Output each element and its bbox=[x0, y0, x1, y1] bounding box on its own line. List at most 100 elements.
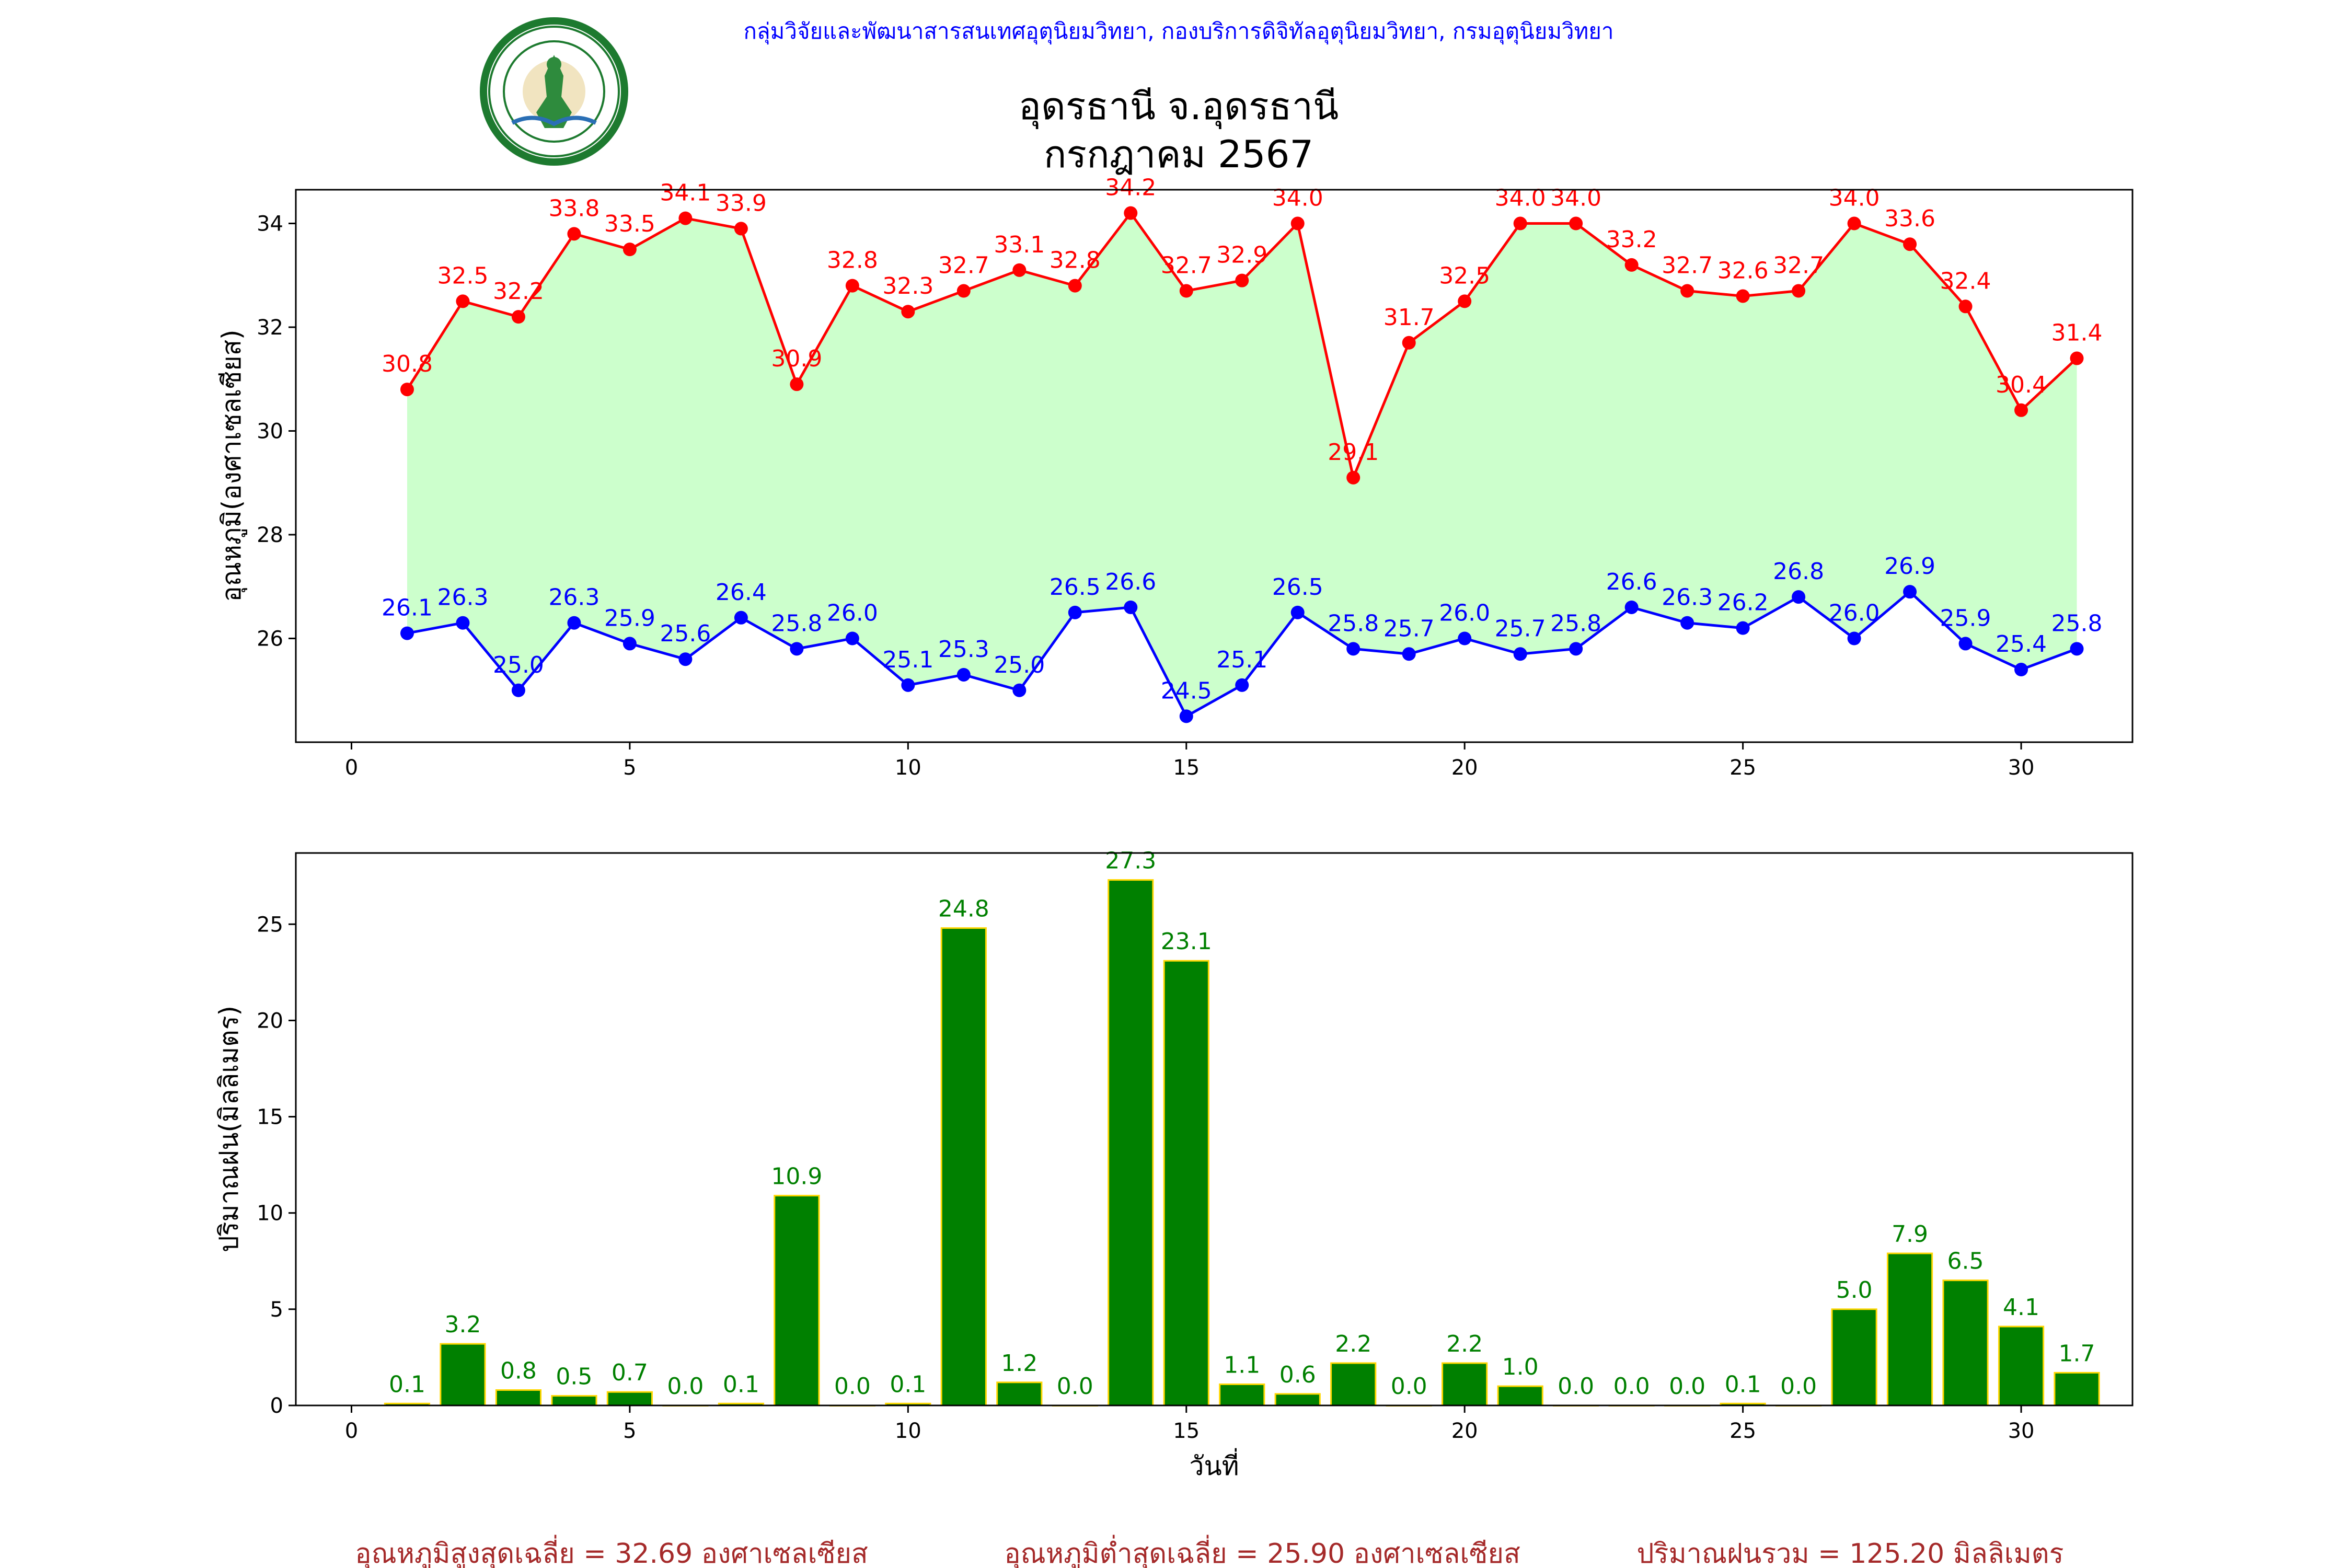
min-temperature-point bbox=[511, 683, 525, 697]
max-temperature-point bbox=[1847, 216, 1861, 230]
max-temperature-point bbox=[1124, 206, 1138, 220]
rainfall-y-tick-label: 15 bbox=[257, 1105, 283, 1129]
max-temperature-value-label: 30.8 bbox=[382, 351, 433, 377]
min-temperature-value-label: 25.8 bbox=[1328, 610, 1379, 637]
rainfall-value-label: 7.9 bbox=[1892, 1221, 1928, 1248]
max-temperature-point bbox=[2070, 351, 2084, 365]
min-temperature-value-label: 26.3 bbox=[1662, 584, 1713, 611]
rainfall-y-axis-label: ปริมาณฝน(มิลลิเมตร) bbox=[214, 1006, 244, 1252]
min-temperature-point bbox=[1958, 637, 1973, 651]
rainfall-x-tick-label: 5 bbox=[623, 1419, 636, 1443]
max-temperature-point bbox=[1235, 273, 1249, 287]
min-temperature-point bbox=[790, 642, 804, 656]
min-temperature-value-label: 25.3 bbox=[938, 636, 989, 663]
max-temperature-value-label: 32.5 bbox=[1439, 262, 1490, 289]
min-temperature-value-label: 26.9 bbox=[1884, 553, 1935, 580]
min-temperature-point bbox=[1179, 709, 1193, 723]
min-temperature-point bbox=[400, 626, 414, 640]
max-temperature-point bbox=[1792, 284, 1806, 298]
rainfall-value-label: 0.1 bbox=[723, 1371, 759, 1398]
max-temperature-value-label: 34.1 bbox=[660, 180, 711, 206]
temperature-range-fill bbox=[407, 213, 2077, 717]
min-temperature-point bbox=[1402, 647, 1416, 661]
max-temperature-point bbox=[1569, 216, 1583, 230]
temperature-y-tick-label: 28 bbox=[257, 523, 283, 547]
max-temperature-point bbox=[1958, 299, 1973, 314]
rainfall-bar bbox=[551, 1395, 597, 1406]
rainfall-value-label: 3.2 bbox=[444, 1311, 481, 1338]
rainfall-x-tick-label: 10 bbox=[895, 1419, 921, 1443]
chart-title-station: อุดรธานี จ.อุดรธานี bbox=[1019, 84, 1339, 129]
max-temperature-value-label: 31.4 bbox=[2051, 320, 2103, 347]
max-temperature-value-label: 32.4 bbox=[1940, 268, 1991, 294]
max-temperature-point bbox=[1680, 284, 1694, 298]
temperature-x-tick-label: 30 bbox=[2008, 756, 2035, 780]
rainfall-bar bbox=[1442, 1362, 1488, 1406]
min-temperature-value-label: 26.0 bbox=[827, 600, 878, 627]
temperature-y-tick-label: 26 bbox=[257, 627, 283, 651]
min-temperature-point bbox=[845, 631, 859, 645]
max-temperature-point bbox=[790, 377, 804, 391]
rainfall-bar bbox=[1942, 1279, 1989, 1406]
min-temperature-value-label: 26.3 bbox=[548, 584, 599, 611]
min-temperature-point bbox=[678, 652, 693, 666]
min-temperature-point bbox=[1569, 642, 1583, 656]
rainfall-bar bbox=[440, 1343, 486, 1406]
min-temperature-value-label: 25.0 bbox=[493, 652, 544, 678]
rainfall-value-label: 6.5 bbox=[1947, 1248, 1984, 1275]
min-temperature-point bbox=[1736, 621, 1750, 635]
max-temperature-value-label: 32.3 bbox=[882, 273, 933, 299]
rainfall-value-label: 0.5 bbox=[556, 1364, 592, 1390]
min-temperature-value-label: 26.3 bbox=[437, 584, 488, 611]
max-temperature-point bbox=[1624, 258, 1639, 272]
max-temperature-value-label: 32.8 bbox=[827, 247, 878, 274]
max-temperature-value-label: 34.0 bbox=[1495, 185, 1546, 212]
max-temperature-value-label: 34.0 bbox=[1272, 185, 1323, 212]
chart-title-period: กรกฎาคม 2567 bbox=[1044, 132, 1313, 176]
min-temperature-point bbox=[567, 616, 581, 630]
max-temperature-point bbox=[734, 222, 748, 236]
temperature-y-tick-label: 34 bbox=[257, 212, 283, 236]
temperature-plot-frame bbox=[295, 189, 2134, 743]
max-temperature-point bbox=[456, 294, 470, 308]
max-temperature-value-label: 30.9 bbox=[771, 345, 822, 372]
summary-avg-min-temp: อุณหภูมิต่ำสุดเฉลี่ย = 25.90 องศาเซลเซีย… bbox=[1004, 1535, 1520, 1568]
min-temperature-point bbox=[1124, 600, 1138, 614]
rainfall-bar bbox=[774, 1195, 820, 1406]
max-temperature-value-label: 34.2 bbox=[1105, 175, 1156, 201]
max-temperature-value-label: 32.7 bbox=[938, 252, 989, 279]
min-temperature-value-label: 25.8 bbox=[771, 610, 822, 637]
rainfall-value-label: 0.1 bbox=[389, 1371, 425, 1398]
min-temperature-value-label: 26.0 bbox=[1439, 600, 1490, 627]
max-temperature-point bbox=[901, 305, 915, 319]
rainfall-y-tick-label: 25 bbox=[257, 913, 283, 937]
temperature-chart: 30.832.532.233.833.534.1 33.930.932.832.3… bbox=[216, 175, 2134, 780]
min-temperature-value-label: 26.6 bbox=[1606, 569, 1657, 595]
rainfall-value-label: 2.2 bbox=[1446, 1331, 1483, 1357]
min-temperature-point bbox=[1346, 642, 1361, 656]
max-temperature-value-label: 33.1 bbox=[994, 232, 1045, 258]
max-temperature-value-label: 33.5 bbox=[604, 211, 655, 237]
max-temperature-value-label: 33.2 bbox=[1606, 226, 1657, 253]
max-temperature-value-label: 32.2 bbox=[493, 278, 544, 305]
rainfall-bar bbox=[1108, 879, 1154, 1406]
temperature-x-tick-label: 10 bbox=[895, 756, 921, 780]
max-temperature-point bbox=[1458, 294, 1472, 308]
max-temperature-point bbox=[400, 383, 414, 397]
max-temperature-point bbox=[1513, 216, 1527, 230]
max-temperature-point bbox=[678, 211, 693, 225]
max-temperature-value-label: 33.8 bbox=[548, 195, 599, 222]
max-temperature-point bbox=[1736, 289, 1750, 303]
max-temperature-point bbox=[1903, 237, 1917, 251]
rainfall-bar bbox=[1219, 1383, 1265, 1406]
min-temperature-point bbox=[734, 610, 748, 625]
rainfall-value-label: 1.0 bbox=[1502, 1354, 1539, 1380]
max-temperature-value-label: 32.5 bbox=[437, 262, 488, 289]
min-temperature-value-label: 25.8 bbox=[1550, 610, 1601, 637]
rainfall-value-label: 10.9 bbox=[771, 1163, 822, 1190]
min-temperature-point bbox=[956, 667, 971, 682]
min-temperature-point bbox=[1235, 678, 1249, 692]
rainfall-x-tick-label: 30 bbox=[2008, 1419, 2035, 1443]
min-temperature-point bbox=[1012, 683, 1027, 697]
rainfall-value-label: 1.1 bbox=[1224, 1352, 1260, 1378]
